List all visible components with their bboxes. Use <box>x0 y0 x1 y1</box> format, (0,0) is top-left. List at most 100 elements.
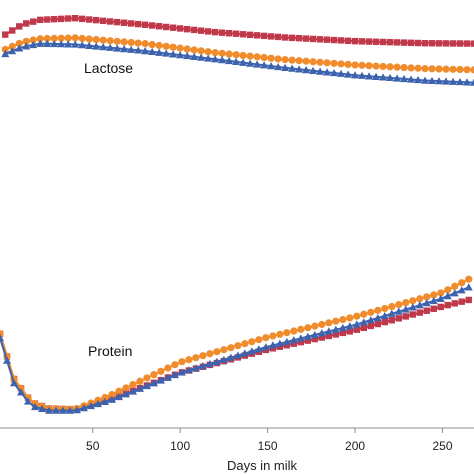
data-point-triangle <box>0 334 4 342</box>
data-point-circle <box>199 352 207 360</box>
data-point-square <box>65 15 72 22</box>
data-point-circle <box>358 61 366 69</box>
data-point-square <box>353 326 361 333</box>
data-point-triangle <box>106 43 115 51</box>
data-point-square <box>197 27 205 34</box>
data-point-square <box>451 300 458 307</box>
data-point-circle <box>211 49 219 57</box>
data-point-triangle <box>198 362 207 370</box>
data-point-triangle <box>359 318 368 326</box>
data-point-square <box>155 23 163 30</box>
data-point-triangle <box>205 359 214 368</box>
data-point-square <box>225 30 233 37</box>
data-point-circle <box>283 329 291 337</box>
data-point-triangle <box>310 330 319 339</box>
data-point-circle <box>36 35 44 43</box>
data-point-square <box>395 315 402 322</box>
data-point-triangle <box>183 51 192 60</box>
data-point-square <box>169 24 177 31</box>
data-point-square <box>16 23 23 30</box>
data-point-circle <box>71 34 79 42</box>
data-point-triangle <box>1 49 10 58</box>
data-point-triangle <box>449 77 458 85</box>
data-point-circle <box>290 327 298 335</box>
data-point-square <box>141 21 149 28</box>
data-point-square <box>400 39 408 46</box>
data-point-circle <box>134 39 142 47</box>
data-point-circle <box>64 34 72 42</box>
data-point-square <box>176 25 184 32</box>
data-point-square <box>211 28 219 36</box>
data-point-triangle <box>36 39 45 47</box>
data-point-triangle <box>345 322 354 330</box>
data-point-square <box>58 15 65 23</box>
data-point-square <box>437 303 444 311</box>
data-point-circle <box>197 47 205 55</box>
data-point-square <box>106 18 114 25</box>
data-point-triangle <box>99 43 108 51</box>
data-point-square <box>316 36 324 43</box>
data-point-circle <box>113 37 121 45</box>
data-point-circle <box>381 304 389 313</box>
data-point-triangle <box>9 379 18 387</box>
data-point-square <box>423 307 430 314</box>
data-point-triangle <box>464 283 473 291</box>
data-point-square <box>183 25 191 33</box>
data-point-triangle <box>23 397 32 405</box>
data-point-square <box>428 40 436 47</box>
series-protein-circle <box>0 275 473 413</box>
data-point-circle <box>465 275 473 283</box>
data-point-square <box>458 298 465 305</box>
data-point-triangle <box>254 345 263 353</box>
data-point-triangle <box>324 327 333 335</box>
data-point-triangle <box>50 39 59 48</box>
data-point-triangle <box>219 355 228 363</box>
data-point-circle <box>169 43 177 51</box>
data-point-circle <box>206 350 214 358</box>
data-point-square <box>402 313 409 320</box>
data-point-circle <box>428 65 436 73</box>
data-point-square <box>274 33 282 41</box>
data-point-triangle <box>113 44 122 52</box>
data-point-circle <box>344 60 352 69</box>
data-point-triangle <box>57 40 66 48</box>
data-point-circle <box>325 319 333 327</box>
data-point-triangle <box>401 305 410 313</box>
data-point-circle <box>318 320 326 329</box>
data-point-circle <box>367 308 375 316</box>
data-point-circle <box>332 317 340 325</box>
data-point-circle <box>304 324 312 332</box>
data-point-square <box>449 40 457 47</box>
data-point-circle <box>449 65 457 73</box>
data-point-triangle <box>85 41 94 49</box>
data-point-triangle <box>408 303 417 311</box>
data-point-triangle <box>212 357 221 366</box>
data-point-circle <box>190 46 198 54</box>
data-point-triangle <box>155 48 164 56</box>
data-point-square <box>44 16 51 23</box>
data-point-circle <box>22 37 30 45</box>
data-point-circle <box>164 364 172 372</box>
data-point-square <box>239 31 247 38</box>
data-point-circle <box>43 34 51 43</box>
data-point-square <box>421 40 429 47</box>
data-point-triangle <box>78 41 87 49</box>
series-lactose-triangle <box>1 39 474 86</box>
data-point-triangle <box>162 49 171 57</box>
data-point-circle <box>302 57 310 65</box>
data-point-square <box>309 35 317 43</box>
data-point-triangle <box>148 47 157 56</box>
data-point-circle <box>220 346 228 354</box>
data-point-square <box>79 15 86 23</box>
data-point-square <box>346 328 354 335</box>
data-point-square <box>288 34 296 42</box>
data-point-circle <box>150 371 158 379</box>
data-point-square <box>260 32 268 40</box>
data-point-circle <box>402 299 410 307</box>
data-point-triangle <box>288 64 297 72</box>
series-protein-triangle <box>0 283 473 414</box>
data-point-triangle <box>247 347 256 355</box>
data-point-triangle <box>429 296 438 305</box>
data-point-square <box>51 15 58 23</box>
